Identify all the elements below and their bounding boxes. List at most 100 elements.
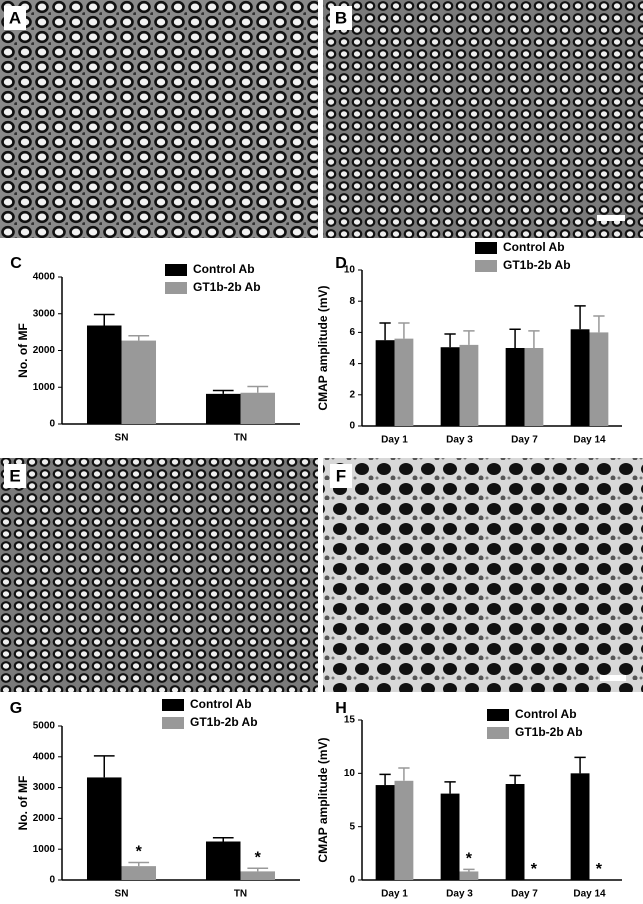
y-tick-label: 1000 bbox=[33, 382, 56, 393]
error-bar bbox=[509, 328, 521, 348]
y-tick-label: 0 bbox=[349, 421, 355, 432]
bar bbox=[505, 348, 525, 426]
y-tick-label: 1000 bbox=[33, 844, 56, 855]
bar bbox=[440, 793, 460, 880]
x-tick-label: Day 7 bbox=[511, 889, 538, 899]
bar bbox=[240, 871, 276, 880]
micrograph-b bbox=[323, 0, 643, 238]
panel-label-box bbox=[4, 464, 26, 488]
legend-swatch bbox=[162, 699, 184, 711]
y-tick-label: 6 bbox=[349, 327, 355, 338]
y-tick-label: 4000 bbox=[33, 272, 56, 283]
error-bar bbox=[509, 774, 521, 784]
legend-swatch bbox=[165, 282, 187, 294]
panel-label: A bbox=[9, 8, 21, 27]
y-axis-label: CMAP amplitude (mV) bbox=[316, 285, 330, 410]
micrograph-a bbox=[0, 0, 318, 238]
error-bar bbox=[128, 861, 150, 867]
bar bbox=[375, 340, 395, 426]
y-tick-label: 4 bbox=[349, 358, 355, 369]
panel-label: B bbox=[335, 8, 347, 27]
error-bar bbox=[444, 781, 456, 794]
x-tick-label: Day 14 bbox=[573, 889, 606, 899]
micrograph-e bbox=[0, 458, 318, 692]
y-tick-label: 2000 bbox=[33, 813, 56, 824]
bar bbox=[86, 777, 122, 880]
panel-label: F bbox=[336, 466, 346, 485]
legend-label: GT1b-2b Ab bbox=[503, 258, 571, 272]
panel-label: G bbox=[10, 700, 22, 717]
bar bbox=[205, 841, 241, 880]
error-bar bbox=[463, 330, 475, 345]
panel-label-box bbox=[4, 6, 26, 30]
error-bar bbox=[247, 867, 269, 872]
y-tick-label: 10 bbox=[344, 265, 356, 276]
error-bar bbox=[212, 389, 234, 394]
x-tick-label: Day 1 bbox=[381, 435, 408, 446]
legend-label: Control Ab bbox=[190, 697, 252, 711]
error-bar bbox=[398, 322, 410, 339]
legend-label: GT1b-2b Ab bbox=[515, 725, 583, 739]
y-tick-label: 3000 bbox=[33, 782, 56, 793]
y-axis-label: No. of MF bbox=[16, 323, 30, 378]
panel-label: C bbox=[10, 255, 22, 272]
bar bbox=[121, 866, 157, 880]
error-bar bbox=[444, 333, 456, 348]
error-bar bbox=[93, 755, 115, 778]
legend-swatch bbox=[162, 717, 184, 729]
y-tick-label: 0 bbox=[49, 875, 55, 886]
significance-marker: * bbox=[255, 850, 262, 867]
error-bar bbox=[379, 773, 391, 786]
y-tick-label: 2000 bbox=[33, 345, 56, 356]
legend-swatch bbox=[165, 264, 187, 276]
y-tick-label: 4000 bbox=[33, 751, 56, 762]
error-bar bbox=[463, 868, 475, 872]
error-bar bbox=[593, 315, 605, 333]
legend-label: Control Ab bbox=[515, 707, 577, 721]
y-tick-label: 15 bbox=[344, 715, 356, 726]
bar bbox=[240, 392, 276, 424]
bar bbox=[394, 338, 414, 426]
panel-label: E bbox=[9, 466, 20, 485]
legend-swatch bbox=[487, 727, 509, 739]
bar bbox=[205, 393, 241, 424]
legend-label: GT1b-2b Ab bbox=[193, 280, 261, 294]
bar bbox=[375, 785, 395, 880]
y-axis-label: No. of MF bbox=[16, 776, 30, 831]
bar bbox=[505, 784, 525, 880]
error-bar bbox=[93, 313, 115, 326]
micrograph-f bbox=[323, 458, 643, 692]
bar bbox=[121, 340, 157, 424]
y-tick-label: 2 bbox=[349, 389, 355, 400]
significance-marker: * bbox=[531, 861, 538, 878]
panel-label-box bbox=[330, 464, 352, 488]
y-tick-label: 8 bbox=[349, 296, 355, 307]
error-bar bbox=[574, 305, 586, 330]
panel-label-box bbox=[330, 6, 352, 30]
significance-marker: * bbox=[596, 861, 603, 878]
x-tick-label: SN bbox=[115, 433, 129, 444]
x-tick-label: Day 3 bbox=[446, 889, 473, 899]
y-tick-label: 5000 bbox=[33, 721, 56, 732]
bar bbox=[86, 325, 122, 424]
error-bar bbox=[398, 767, 410, 781]
bar bbox=[459, 344, 479, 426]
bar bbox=[394, 780, 414, 880]
significance-marker: * bbox=[466, 851, 473, 868]
bar bbox=[570, 773, 590, 880]
x-tick-label: TN bbox=[234, 889, 247, 899]
bar bbox=[570, 329, 590, 426]
panel-label: D bbox=[335, 255, 347, 272]
x-tick-label: TN bbox=[234, 433, 247, 444]
error-bar bbox=[574, 756, 586, 774]
x-tick-label: Day 3 bbox=[446, 435, 473, 446]
legend-swatch bbox=[475, 242, 497, 254]
error-bar bbox=[247, 385, 269, 393]
y-tick-label: 0 bbox=[49, 419, 55, 430]
bar bbox=[459, 871, 479, 880]
error-bar bbox=[212, 837, 234, 842]
x-tick-label: Day 1 bbox=[381, 889, 408, 899]
bar bbox=[524, 348, 544, 426]
legend-label: Control Ab bbox=[503, 240, 565, 254]
